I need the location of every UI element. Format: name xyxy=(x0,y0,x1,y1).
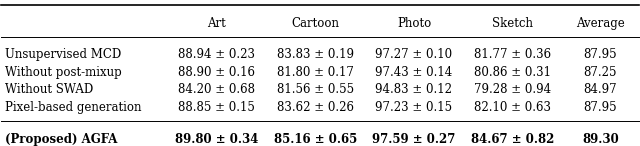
Text: 81.80 ± 0.17: 81.80 ± 0.17 xyxy=(276,66,354,79)
Text: 81.56 ± 0.55: 81.56 ± 0.55 xyxy=(276,83,354,96)
Text: Photo: Photo xyxy=(397,17,431,30)
Text: 85.16 ± 0.65: 85.16 ± 0.65 xyxy=(273,133,357,146)
Text: 84.67 ± 0.82: 84.67 ± 0.82 xyxy=(471,133,554,146)
Text: Pixel-based generation: Pixel-based generation xyxy=(4,101,141,114)
Text: Sketch: Sketch xyxy=(492,17,533,30)
Text: 81.77 ± 0.36: 81.77 ± 0.36 xyxy=(474,48,551,61)
Text: 97.27 ± 0.10: 97.27 ± 0.10 xyxy=(376,48,452,61)
Text: 97.59 ± 0.27: 97.59 ± 0.27 xyxy=(372,133,456,146)
Text: 87.95: 87.95 xyxy=(584,101,617,114)
Text: 89.30: 89.30 xyxy=(582,133,619,146)
Text: 94.83 ± 0.12: 94.83 ± 0.12 xyxy=(376,83,452,96)
Text: 83.83 ± 0.19: 83.83 ± 0.19 xyxy=(276,48,354,61)
Text: Art: Art xyxy=(207,17,226,30)
Text: Unsupervised MCD: Unsupervised MCD xyxy=(4,48,121,61)
Text: Cartoon: Cartoon xyxy=(291,17,339,30)
Text: Average: Average xyxy=(576,17,625,30)
Text: 80.86 ± 0.31: 80.86 ± 0.31 xyxy=(474,66,551,79)
Text: (Proposed) AGFA: (Proposed) AGFA xyxy=(4,133,117,146)
Text: Without post-mixup: Without post-mixup xyxy=(4,66,122,79)
Text: 89.80 ± 0.34: 89.80 ± 0.34 xyxy=(175,133,258,146)
Text: 97.23 ± 0.15: 97.23 ± 0.15 xyxy=(376,101,452,114)
Text: 84.97: 84.97 xyxy=(584,83,617,96)
Text: 87.95: 87.95 xyxy=(584,48,617,61)
Text: 83.62 ± 0.26: 83.62 ± 0.26 xyxy=(276,101,354,114)
Text: 87.25: 87.25 xyxy=(584,66,617,79)
Text: 84.20 ± 0.68: 84.20 ± 0.68 xyxy=(178,83,255,96)
Text: 88.94 ± 0.23: 88.94 ± 0.23 xyxy=(178,48,255,61)
Text: 79.28 ± 0.94: 79.28 ± 0.94 xyxy=(474,83,551,96)
Text: 97.43 ± 0.14: 97.43 ± 0.14 xyxy=(376,66,452,79)
Text: Without SWAD: Without SWAD xyxy=(4,83,93,96)
Text: 88.85 ± 0.15: 88.85 ± 0.15 xyxy=(178,101,255,114)
Text: 88.90 ± 0.16: 88.90 ± 0.16 xyxy=(178,66,255,79)
Text: 82.10 ± 0.63: 82.10 ± 0.63 xyxy=(474,101,551,114)
